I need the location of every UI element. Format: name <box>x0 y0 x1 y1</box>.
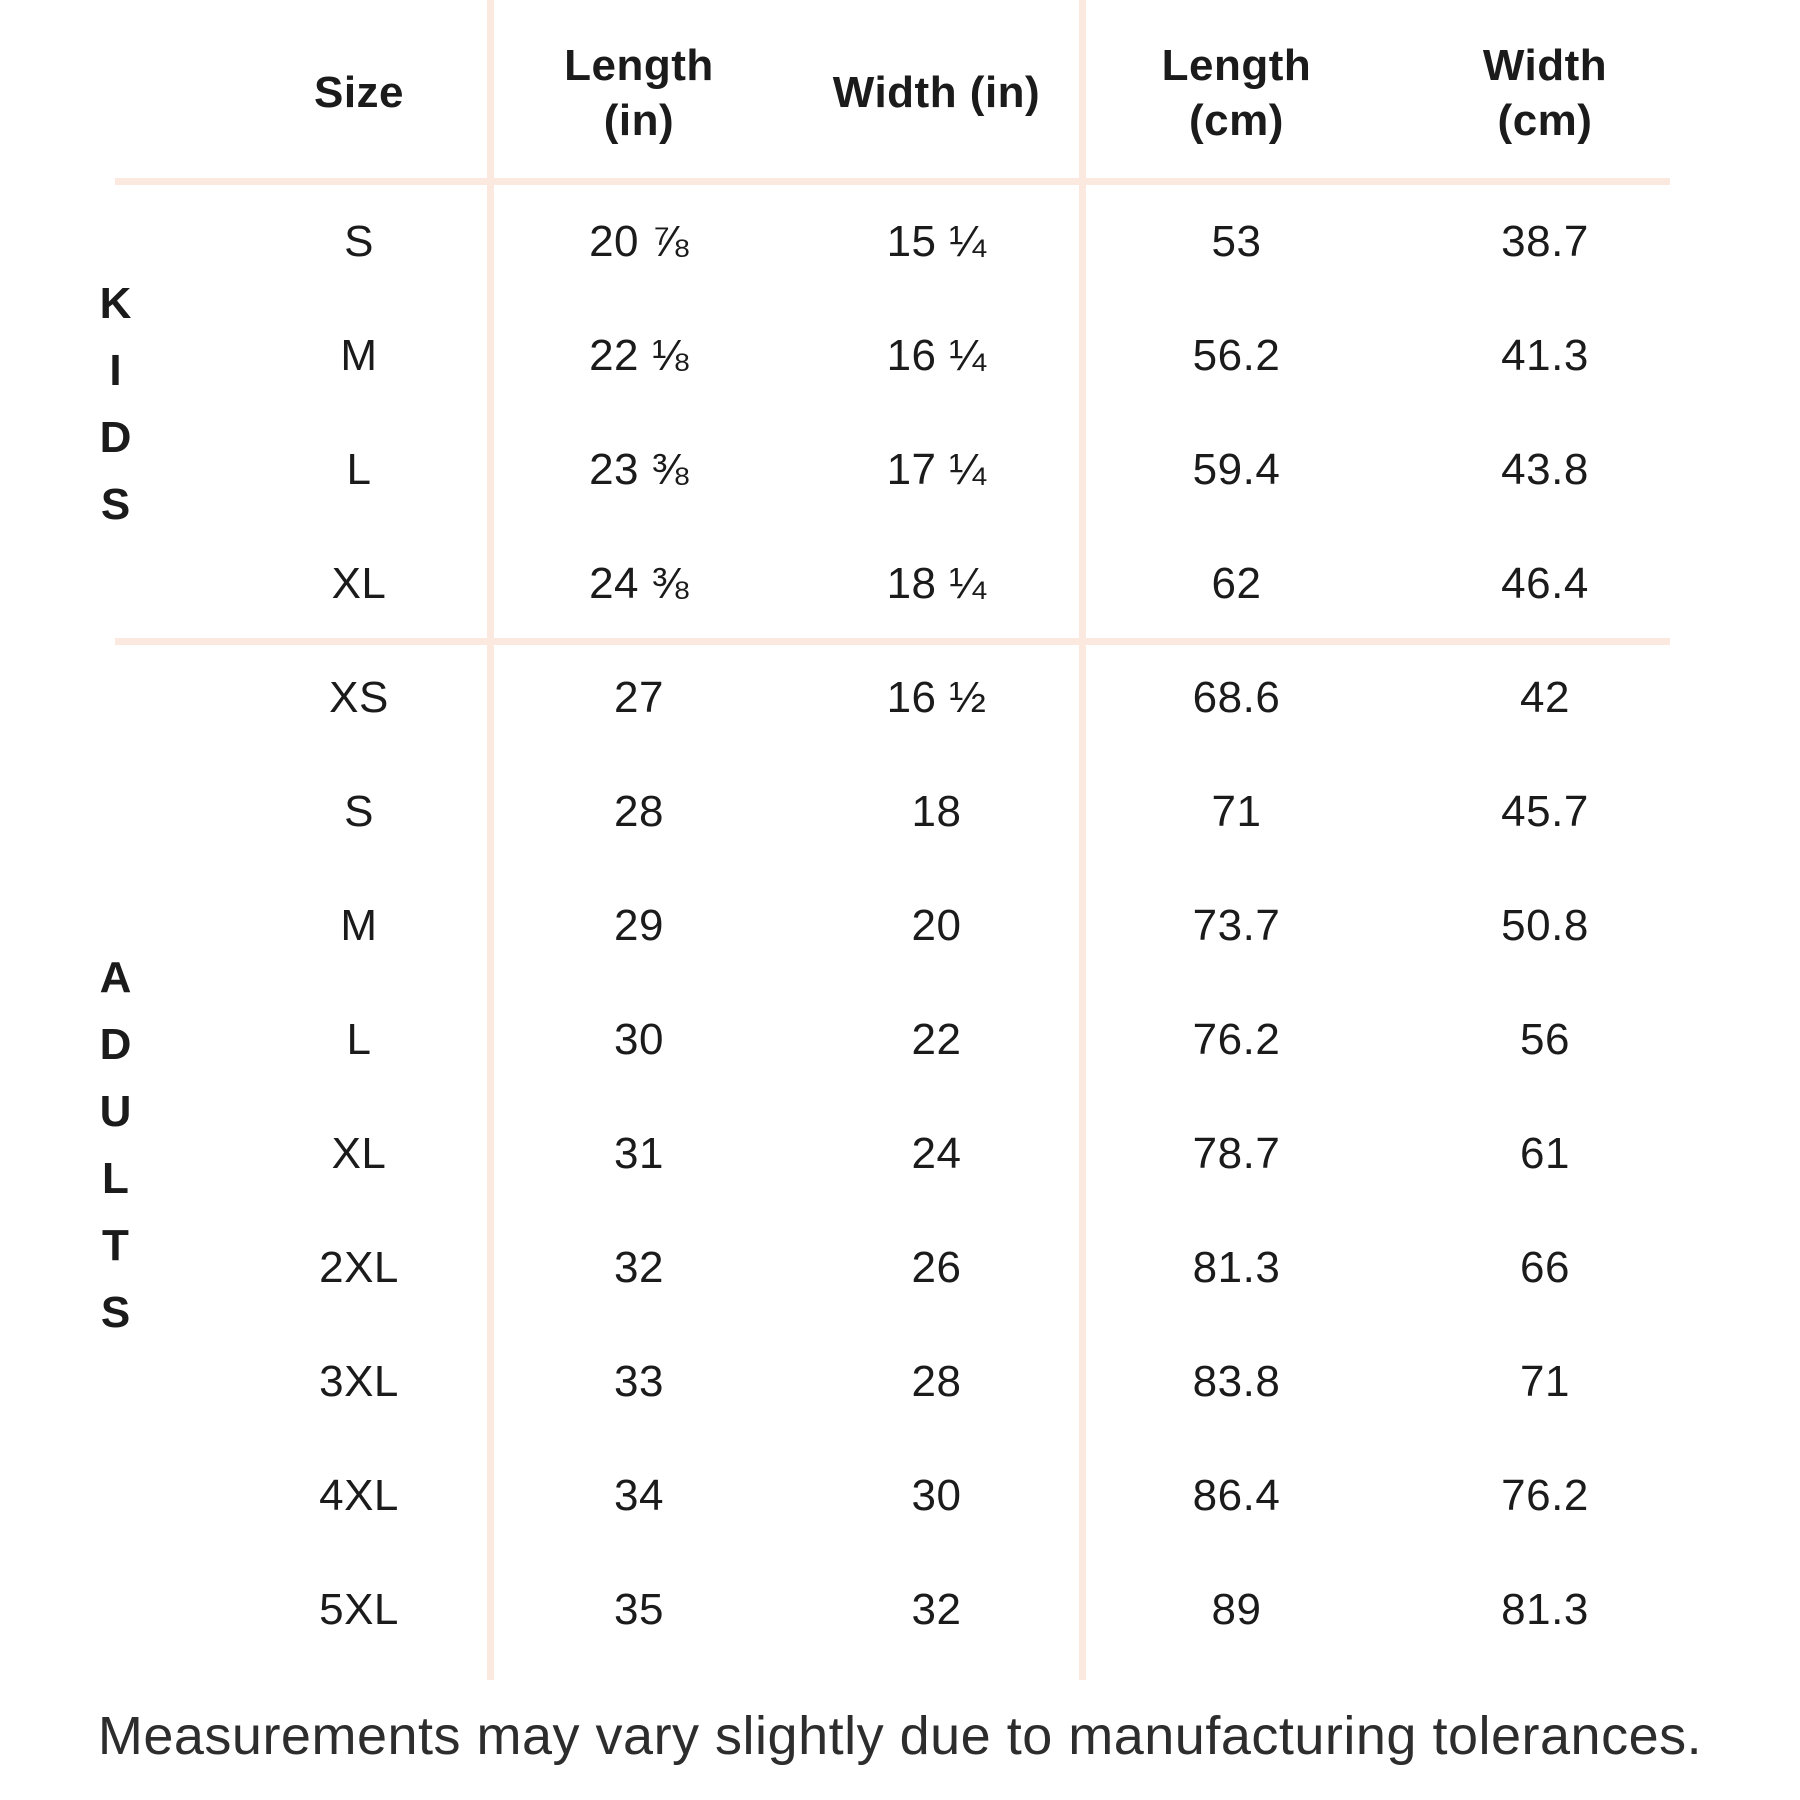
adults-xl-length-cm: 78.7 <box>1192 1129 1281 1178</box>
adults-xl-width-in: 24 <box>911 1129 962 1178</box>
kids-s-size: S <box>344 217 374 266</box>
adults-s-length-in: 28 <box>614 787 664 836</box>
kids-l-width-in: 17 ¼ <box>886 445 987 494</box>
adults-m-length-cm: 73.7 <box>1192 901 1281 950</box>
adults-s-length-cm: 71 <box>1211 787 1262 836</box>
kids-s-length-in: 20 ⅞ <box>589 217 689 266</box>
adults-l-length-cm: 76.2 <box>1192 1015 1281 1064</box>
adults-s-size: S <box>344 787 374 836</box>
kids-m-width-cm: 41.3 <box>1501 331 1589 380</box>
adults-m-length-in: 29 <box>614 901 664 950</box>
adults-l-size: L <box>346 1015 372 1064</box>
adults-2xl-length-in: 32 <box>614 1243 664 1292</box>
group-kids: KIDS <box>0 185 230 641</box>
adults-2xl-width-cm: 66 <box>1520 1243 1570 1292</box>
adults-4xl-size: 4XL <box>319 1471 399 1520</box>
column-divider-size-in <box>487 0 494 1680</box>
kids-s-width-cm: 38.7 <box>1501 217 1589 266</box>
size-table: Size Length (in) Width (in) Length (cm) … <box>0 40 1608 1667</box>
adults-xs-size: XS <box>329 673 389 722</box>
group-label-kids: KIDS <box>91 279 140 547</box>
kids-m-width-in: 16 ¼ <box>886 331 987 380</box>
adults-xs-width-cm: 42 <box>1520 673 1570 722</box>
adults-2xl-length-cm: 81.3 <box>1192 1243 1281 1292</box>
adults-3xl-length-cm: 83.8 <box>1192 1357 1281 1406</box>
group-adults: ADULTS <box>0 641 230 1667</box>
kids-m-size: M <box>340 331 378 380</box>
kids-xl-size: XL <box>331 559 387 608</box>
adults-3xl-width-in: 28 <box>911 1357 962 1406</box>
kids-xl-width-in: 18 ¼ <box>886 559 987 608</box>
adults-l-width-in: 22 <box>911 1015 962 1064</box>
header-length-cm: Length (cm) <box>1161 40 1312 145</box>
adults-xs-length-cm: 68.6 <box>1192 673 1281 722</box>
column-divider-in-cm <box>1079 0 1086 1680</box>
kids-m-length-cm: 56.2 <box>1192 331 1281 380</box>
kids-xl-length-in: 24 ⅜ <box>589 559 689 608</box>
adults-m-width-in: 20 <box>911 901 962 950</box>
adults-xl-length-in: 31 <box>614 1129 664 1178</box>
adults-3xl-length-in: 33 <box>614 1357 664 1406</box>
header-size: Size <box>313 68 405 117</box>
adults-l-length-in: 30 <box>614 1015 664 1064</box>
row-divider-kids-adults <box>115 638 1670 645</box>
adults-xl-size: XL <box>331 1129 387 1178</box>
kids-l-length-cm: 59.4 <box>1192 445 1281 494</box>
kids-l-width-cm: 43.8 <box>1501 445 1589 494</box>
adults-3xl-width-cm: 71 <box>1520 1357 1570 1406</box>
adults-s-width-in: 18 <box>911 787 962 836</box>
adults-4xl-width-cm: 76.2 <box>1501 1471 1589 1520</box>
row-divider-header <box>115 178 1670 185</box>
header-length-in: Length (in) <box>564 40 714 145</box>
adults-5xl-width-cm: 81.3 <box>1501 1585 1589 1634</box>
adults-5xl-size: 5XL <box>319 1585 399 1634</box>
kids-xl-width-cm: 46.4 <box>1501 559 1589 608</box>
kids-xl-length-cm: 62 <box>1211 559 1262 608</box>
adults-4xl-width-in: 30 <box>911 1471 962 1520</box>
adults-m-width-cm: 50.8 <box>1501 901 1589 950</box>
header-width-in: Width (in) <box>832 68 1041 117</box>
adults-xs-width-in: 16 ½ <box>886 673 987 722</box>
adults-2xl-size: 2XL <box>319 1243 399 1292</box>
adults-5xl-length-cm: 89 <box>1211 1585 1262 1634</box>
adults-5xl-length-in: 35 <box>614 1585 664 1634</box>
group-label-adults: ADULTS <box>91 953 140 1355</box>
adults-3xl-size: 3XL <box>319 1357 399 1406</box>
adults-4xl-length-cm: 86.4 <box>1192 1471 1281 1520</box>
kids-l-length-in: 23 ⅜ <box>589 445 689 494</box>
adults-xl-width-cm: 61 <box>1520 1129 1570 1178</box>
kids-s-width-in: 15 ¼ <box>886 217 987 266</box>
kids-m-length-in: 22 ⅛ <box>589 331 689 380</box>
adults-s-width-cm: 45.7 <box>1501 787 1589 836</box>
adults-l-width-cm: 56 <box>1520 1015 1570 1064</box>
adults-5xl-width-in: 32 <box>911 1585 962 1634</box>
header-width-cm: Width (cm) <box>1482 40 1608 145</box>
tolerance-note: Measurements may vary slightly due to ma… <box>97 1706 1703 1766</box>
kids-s-length-cm: 53 <box>1211 217 1262 266</box>
adults-xs-length-in: 27 <box>614 673 664 722</box>
adults-m-size: M <box>340 901 378 950</box>
adults-4xl-length-in: 34 <box>614 1471 664 1520</box>
adults-2xl-width-in: 26 <box>911 1243 962 1292</box>
kids-l-size: L <box>346 445 372 494</box>
